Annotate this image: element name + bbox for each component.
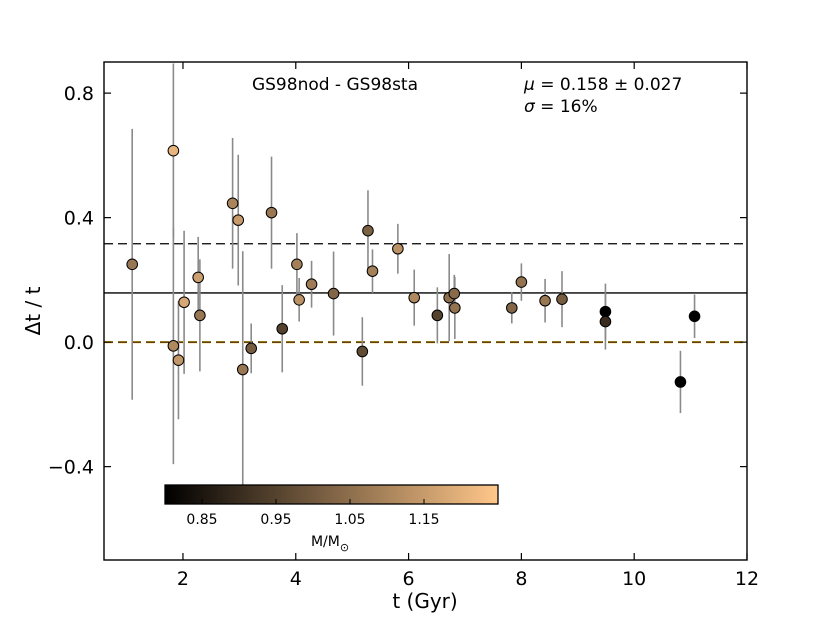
x-tick-label: 12 — [735, 568, 759, 590]
data-point — [362, 224, 374, 237]
data-point — [276, 322, 289, 335]
y-tick-label: 0.0 — [64, 332, 94, 354]
data-point — [674, 376, 687, 388]
colorbar-tick-label: 0.85 — [186, 512, 217, 528]
x-tick-label: 8 — [515, 568, 527, 590]
data-point — [126, 258, 139, 271]
data-point — [232, 214, 245, 226]
data-point — [291, 258, 303, 271]
data-point — [327, 287, 340, 300]
colorbar-tick-label: 1.05 — [334, 512, 365, 528]
x-tick-label: 4 — [290, 568, 302, 590]
data-point — [167, 144, 180, 157]
y-axis-label: Δt / t — [21, 286, 45, 335]
data-point — [167, 340, 180, 352]
data-point — [449, 302, 461, 314]
data-point — [356, 345, 369, 358]
data-point — [293, 293, 305, 306]
mu-stat: μ = 0.158 ± 0.027 — [523, 75, 682, 95]
x-tick-label: 10 — [622, 568, 646, 590]
error-bars — [131, 63, 696, 488]
plot-frame — [103, 61, 748, 561]
data-point — [448, 287, 461, 300]
data-point — [172, 354, 185, 366]
data-point — [226, 197, 239, 210]
data-point — [265, 206, 278, 219]
data-point — [178, 296, 190, 309]
data-point — [599, 305, 612, 318]
axis-ticks: 2 4 6 8 10 12 −0.4 0.0 0.4 0.8 — [48, 62, 759, 590]
data-point — [245, 342, 258, 355]
data-point — [688, 310, 701, 323]
sigma-stat: σ = 16% — [524, 97, 598, 117]
data-point — [515, 276, 528, 288]
x-tick-label: 6 — [403, 568, 415, 590]
y-tick-label: −0.4 — [48, 457, 94, 479]
data-point — [408, 291, 421, 304]
y-tick-label: 0.8 — [64, 83, 94, 105]
data-point — [539, 294, 551, 307]
data-points — [126, 144, 701, 388]
data-point — [599, 315, 612, 328]
colorbar — [164, 484, 499, 505]
data-point — [366, 265, 379, 277]
data-point — [392, 242, 404, 255]
data-point — [305, 278, 318, 291]
data-point — [556, 293, 568, 305]
y-tick-label: 0.4 — [64, 208, 94, 230]
chart-annotation: GS98nod - GS98sta — [252, 75, 418, 95]
data-point — [236, 363, 249, 376]
colorbar-ticks: 0.85 0.95 1.05 1.15 — [186, 499, 440, 528]
data-point — [192, 271, 204, 284]
colorbar-label: M/M⊙ — [311, 534, 349, 554]
data-point — [194, 309, 206, 322]
x-tick-label: 2 — [177, 568, 189, 590]
data-point — [505, 302, 518, 314]
x-axis-label: t (Gyr) — [392, 589, 457, 613]
data-point — [431, 309, 444, 322]
colorbar-tick-label: 1.15 — [408, 512, 439, 528]
colorbar-tick-label: 0.95 — [260, 512, 291, 528]
